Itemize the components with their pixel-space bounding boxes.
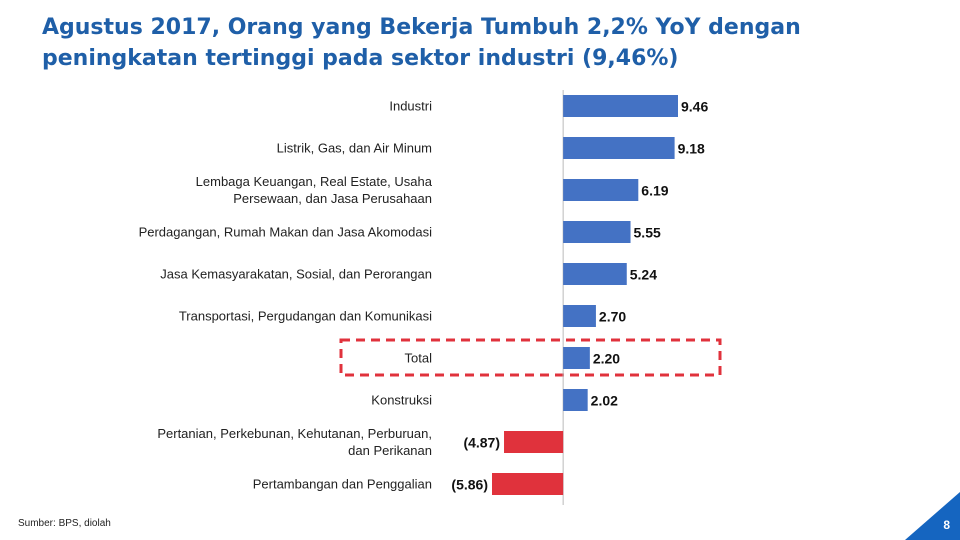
category-label: Jasa Kemasyarakatan, Sosial, dan Peroran… (160, 266, 432, 282)
bar (563, 263, 627, 285)
category-label: Pertanian, Perkebunan, Kehutanan, Perbur… (157, 426, 432, 458)
category-label: Perdagangan, Rumah Makan dan Jasa Akomod… (138, 224, 432, 240)
bar (563, 179, 639, 201)
value-label: 9.46 (681, 99, 708, 115)
value-label: (5.86) (451, 477, 488, 493)
bar (563, 137, 675, 159)
value-label: 2.70 (599, 309, 626, 325)
value-label: 2.20 (593, 351, 620, 367)
category-label: Pertambangan dan Penggalian (252, 476, 432, 492)
value-label: 2.02 (591, 393, 618, 409)
category-label: Listrik, Gas, dan Air Minum (276, 140, 432, 156)
bar (563, 305, 596, 327)
value-label: 5.24 (630, 267, 657, 283)
bar (563, 95, 678, 117)
category-label: Konstruksi (371, 392, 432, 408)
category-label: Transportasi, Pergudangan dan Komunikasi (178, 308, 432, 324)
value-label: 5.55 (634, 225, 661, 241)
bar (492, 473, 564, 495)
bar (563, 389, 588, 411)
corner-decoration (905, 492, 960, 540)
category-label: Total (404, 350, 432, 366)
page-number: 8 (943, 518, 950, 532)
value-label: 9.18 (678, 141, 705, 157)
value-label: (4.87) (463, 435, 500, 451)
category-label: Industri (389, 98, 432, 114)
bar (504, 431, 564, 453)
bar (563, 221, 631, 243)
bar (563, 347, 590, 369)
value-label: 6.19 (641, 183, 668, 199)
chart-title: Agustus 2017, Orang yang Bekerja Tumbuh … (42, 15, 801, 71)
category-label: Lembaga Keuangan, Real Estate, Usaha Per… (195, 174, 432, 206)
highlight-box (339, 338, 722, 377)
source-note: Sumber: BPS, diolah (18, 518, 111, 529)
